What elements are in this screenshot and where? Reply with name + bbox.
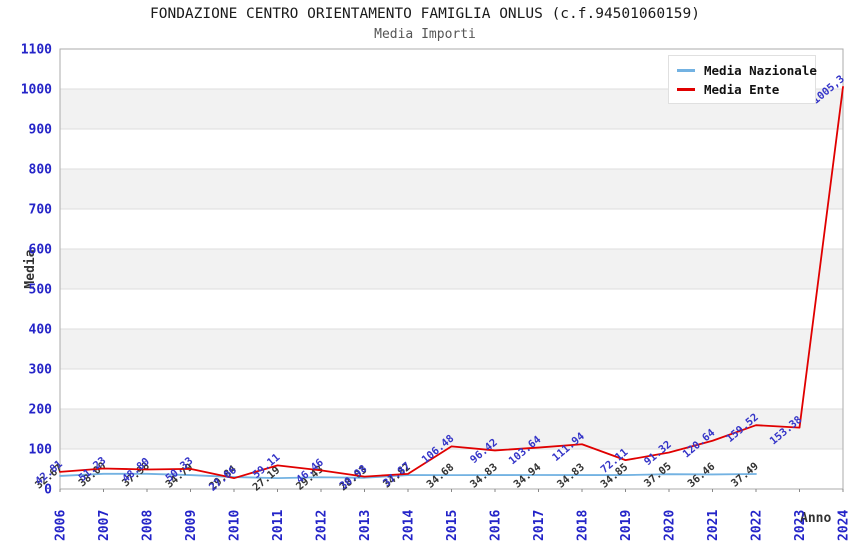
svg-text:800: 800: [29, 163, 53, 178]
svg-text:200: 200: [29, 403, 53, 418]
svg-text:2016: 2016: [489, 510, 504, 541]
legend-label: Media Nazionale: [704, 63, 817, 78]
svg-text:1100: 1100: [21, 43, 52, 58]
svg-text:1000: 1000: [21, 83, 52, 98]
svg-text:900: 900: [29, 123, 53, 138]
svg-text:0: 0: [44, 483, 52, 498]
svg-text:2012: 2012: [315, 510, 330, 541]
chart-subtitle: Media Importi: [374, 27, 476, 42]
svg-text:2007: 2007: [97, 510, 112, 541]
svg-text:2013: 2013: [358, 510, 373, 541]
svg-text:2011: 2011: [271, 510, 286, 541]
legend-item-media-nazionale: Media Nazionale: [677, 61, 817, 80]
legend: Media Nazionale Media Ente: [668, 55, 817, 104]
svg-text:700: 700: [29, 203, 53, 218]
svg-text:100: 100: [29, 443, 53, 458]
svg-text:2022: 2022: [750, 510, 765, 541]
x-axis-title: Anno: [800, 511, 832, 526]
svg-text:2021: 2021: [706, 510, 721, 541]
svg-text:500: 500: [29, 283, 53, 298]
legend-item-media-ente: Media Ente: [677, 80, 807, 99]
svg-text:2014: 2014: [402, 510, 417, 541]
svg-text:600: 600: [29, 243, 53, 258]
chart-title: FONDAZIONE CENTRO ORIENTAMENTO FAMIGLIA …: [150, 6, 700, 22]
svg-text:2017: 2017: [532, 510, 547, 541]
svg-text:2006: 2006: [54, 510, 69, 541]
svg-text:2015: 2015: [445, 510, 460, 541]
svg-text:400: 400: [29, 323, 53, 338]
legend-swatch-media-nazionale: [677, 69, 695, 72]
svg-text:2010: 2010: [228, 510, 243, 541]
legend-label: Media Ente: [704, 82, 780, 97]
svg-text:2024: 2024: [837, 510, 850, 541]
svg-text:2008: 2008: [141, 510, 156, 541]
svg-text:2018: 2018: [576, 510, 591, 541]
svg-text:300: 300: [29, 363, 53, 378]
svg-text:2019: 2019: [619, 510, 634, 541]
svg-text:2023: 2023: [793, 510, 808, 541]
svg-text:2009: 2009: [184, 510, 199, 541]
legend-swatch-media-ente: [677, 88, 695, 91]
svg-text:2020: 2020: [663, 510, 678, 541]
